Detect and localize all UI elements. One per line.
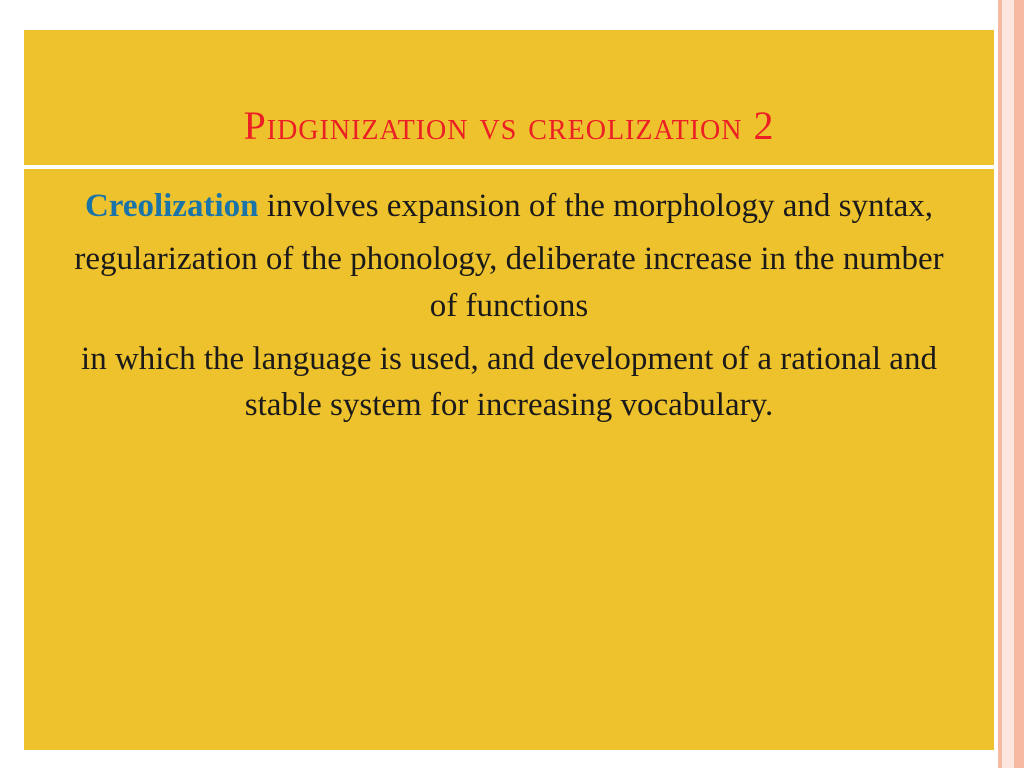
slide-container: Pidginization vs creolization 2 Creoliza… [0, 0, 1024, 768]
title-region: Pidginization vs creolization 2 [24, 30, 994, 165]
slide-title: Pidginization vs creolization 2 [24, 102, 994, 149]
body-region: Creolization involves expansion of the m… [24, 169, 994, 429]
highlight-term: Creolization [85, 188, 259, 224]
body-para1-rest: involves expansion of the morphology and… [258, 188, 933, 224]
decor-stripe-mid [1002, 0, 1014, 768]
body-paragraph-2: regularization of the phonology, deliber… [68, 236, 950, 330]
body-paragraph-1: Creolization involves expansion of the m… [68, 183, 950, 230]
slide-content-box: Pidginization vs creolization 2 Creoliza… [24, 30, 994, 750]
body-paragraph-3: in which the language is used, and devel… [68, 336, 950, 430]
decor-stripe-inner [998, 0, 1002, 768]
decor-stripe-outer [1014, 0, 1024, 768]
